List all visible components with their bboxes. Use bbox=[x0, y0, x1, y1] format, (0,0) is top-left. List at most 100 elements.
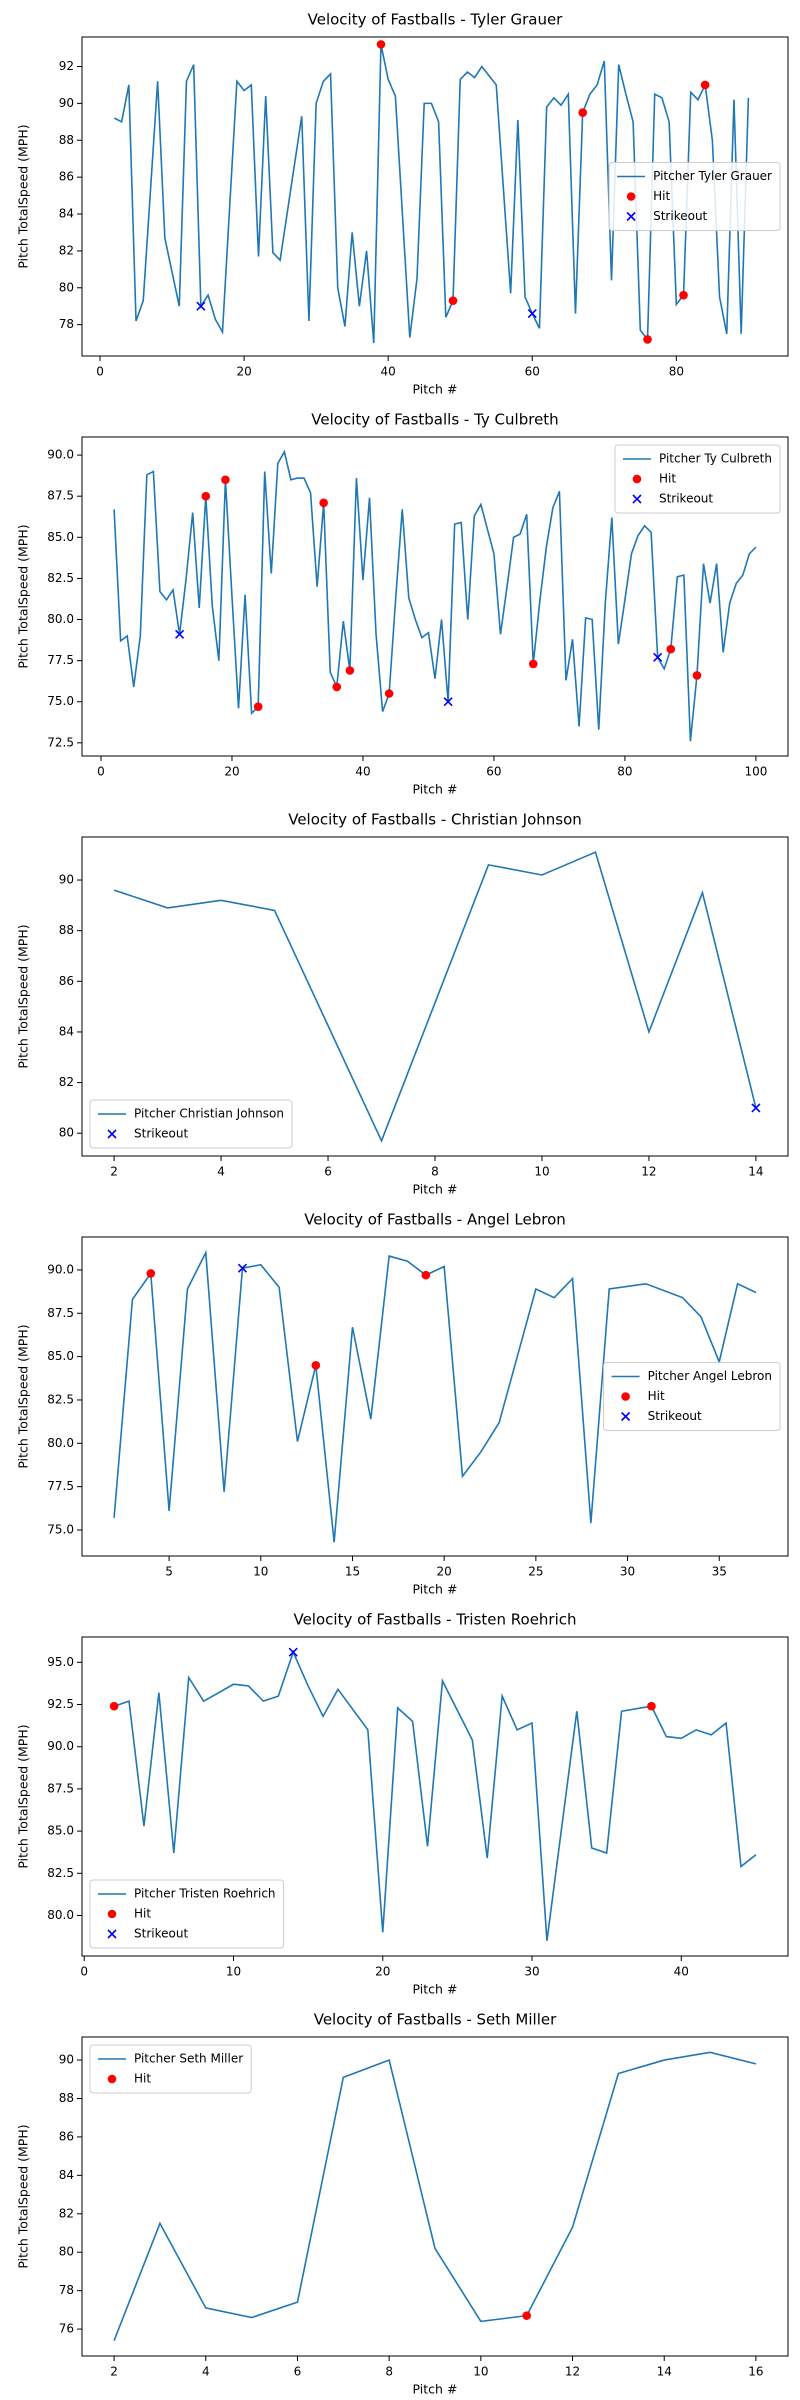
y-tick-label: 84 bbox=[59, 2168, 74, 2182]
legend-label: Hit bbox=[648, 1389, 665, 1403]
x-tick-label: 40 bbox=[381, 365, 396, 379]
y-axis-label: Pitch TotalSpeed (MPH) bbox=[16, 1724, 31, 1868]
y-axis-label: Pitch TotalSpeed (MPH) bbox=[16, 524, 31, 668]
hit-point bbox=[332, 682, 342, 692]
hit-point bbox=[448, 296, 458, 305]
x-tick-label: 25 bbox=[528, 1565, 543, 1579]
legend-swatch bbox=[107, 1909, 117, 1919]
legend-swatch bbox=[626, 211, 636, 222]
hit-point bbox=[384, 689, 394, 698]
y-tick-label: 80 bbox=[59, 1126, 74, 1140]
x-tick-label: 8 bbox=[385, 2365, 393, 2379]
y-tick-label: 82 bbox=[59, 2206, 74, 2220]
plot-frame bbox=[81, 36, 789, 357]
y-tick-label: 90 bbox=[59, 2053, 74, 2067]
velocity-line bbox=[113, 1649, 757, 1941]
y-tick-label: 75.0 bbox=[47, 694, 74, 708]
y-tick-label: 78 bbox=[59, 2283, 74, 2297]
legend-label: Hit bbox=[653, 189, 670, 203]
legend-label: Strikeout bbox=[653, 209, 707, 223]
x-tick-label: 10 bbox=[473, 2365, 488, 2379]
strikeout-point bbox=[196, 301, 206, 311]
y-axis-label: Pitch TotalSpeed (MPH) bbox=[16, 1324, 31, 1468]
x-tick-label: 20 bbox=[437, 1565, 452, 1579]
y-tick-label: 82.5 bbox=[47, 1392, 74, 1406]
x-tick-label: 80 bbox=[669, 365, 684, 379]
x-tick-label: 60 bbox=[486, 765, 501, 779]
y-tick-label: 92 bbox=[59, 59, 74, 73]
y-tick-label: 87.5 bbox=[47, 1781, 74, 1795]
legend-swatch bbox=[632, 494, 642, 504]
x-tick-label: 10 bbox=[226, 1965, 241, 1979]
y-axis-label: Pitch TotalSpeed (MPH) bbox=[16, 924, 31, 1068]
y-tick-label: 77.5 bbox=[47, 1479, 74, 1493]
x-tick-label: 40 bbox=[355, 765, 370, 779]
legend-label: Hit bbox=[134, 1907, 151, 1921]
x-axis-label: Pitch # bbox=[413, 382, 458, 397]
x-tick-label: 16 bbox=[748, 2365, 763, 2379]
hit-point bbox=[528, 659, 538, 669]
chart-title: Velocity of Fastballs - Seth Miller bbox=[314, 2011, 557, 2029]
y-tick-label: 84 bbox=[59, 1024, 74, 1038]
y-tick-label: 86 bbox=[59, 170, 74, 184]
legend-box bbox=[89, 1879, 285, 1949]
legend-label: Strikeout bbox=[134, 1127, 188, 1141]
y-tick-label: 76 bbox=[59, 2322, 74, 2336]
x-tick-label: 14 bbox=[657, 2365, 672, 2379]
y-tick-label: 72.5 bbox=[47, 735, 74, 749]
x-axis-label: Pitch # bbox=[413, 1982, 458, 1997]
x-tick-label: 80 bbox=[617, 765, 632, 779]
legend: Pitcher Angel Lebron Hit Strikeout bbox=[603, 1362, 781, 1431]
y-tick-label: 88 bbox=[59, 2091, 74, 2105]
y-tick-label: 86 bbox=[59, 2129, 74, 2143]
legend-swatch bbox=[621, 1392, 630, 1401]
chart-title: Velocity of Fastballs - Tristen Roehrich bbox=[293, 1611, 576, 1629]
x-tick-label: 4 bbox=[217, 1165, 225, 1179]
x-tick-label: 2 bbox=[110, 2365, 118, 2379]
hit-point bbox=[146, 1269, 156, 1278]
hit-point bbox=[221, 475, 230, 485]
strikeout-point bbox=[443, 697, 453, 707]
y-tick-label: 88 bbox=[59, 923, 74, 937]
hit-point bbox=[311, 1360, 321, 1370]
velocity-line bbox=[113, 851, 757, 1143]
x-tick-label: 35 bbox=[712, 1565, 727, 1579]
y-tick-label: 90.0 bbox=[47, 1739, 74, 1753]
y-tick-label: 86 bbox=[59, 974, 74, 988]
hit-point bbox=[679, 290, 688, 300]
legend-swatch bbox=[107, 2074, 117, 2084]
y-tick-label: 87.5 bbox=[47, 1306, 74, 1320]
x-tick-label: 6 bbox=[294, 2365, 302, 2379]
y-axis-label: Pitch TotalSpeed (MPH) bbox=[16, 124, 31, 268]
x-axis-label: Pitch # bbox=[413, 2382, 458, 2397]
velocity-line bbox=[113, 1249, 757, 1543]
y-tick-label: 92.5 bbox=[47, 1697, 74, 1711]
x-axis-label: Pitch # bbox=[413, 1582, 458, 1597]
legend-swatch bbox=[107, 1929, 117, 1939]
legend-box bbox=[614, 444, 781, 514]
hit-point bbox=[647, 1701, 656, 1711]
x-tick-label: 10 bbox=[534, 1165, 549, 1179]
x-axis-label: Pitch # bbox=[413, 782, 458, 797]
x-tick-label: 30 bbox=[620, 1565, 635, 1579]
y-tick-label: 90.0 bbox=[47, 1262, 74, 1276]
plot-frame bbox=[81, 1636, 789, 1957]
legend: Pitcher Seth Miller Hit bbox=[89, 2044, 252, 2094]
x-tick-label: 5 bbox=[165, 1565, 173, 1579]
x-tick-label: 20 bbox=[236, 365, 251, 379]
strikeout-point bbox=[175, 629, 185, 639]
x-tick-label: 20 bbox=[224, 765, 239, 779]
legend-label: Strikeout bbox=[134, 1927, 188, 1941]
hit-point bbox=[253, 702, 263, 711]
plot-frame bbox=[81, 436, 789, 757]
chart-panel: Velocity of Fastballs - Seth Miller Pitch… bbox=[16, 2011, 789, 2397]
hit-point bbox=[319, 498, 328, 508]
velocity-line bbox=[113, 449, 757, 742]
hit-point bbox=[643, 335, 652, 344]
legend-label: Strikeout bbox=[648, 1409, 702, 1423]
chart-panel: Velocity of Fastballs - Angel Lebron Pitc… bbox=[16, 1211, 789, 1597]
legend: Pitcher Ty Culbreth Hit Strikeout bbox=[614, 444, 781, 514]
legend-swatch bbox=[632, 474, 642, 484]
x-tick-label: 20 bbox=[375, 1965, 390, 1979]
